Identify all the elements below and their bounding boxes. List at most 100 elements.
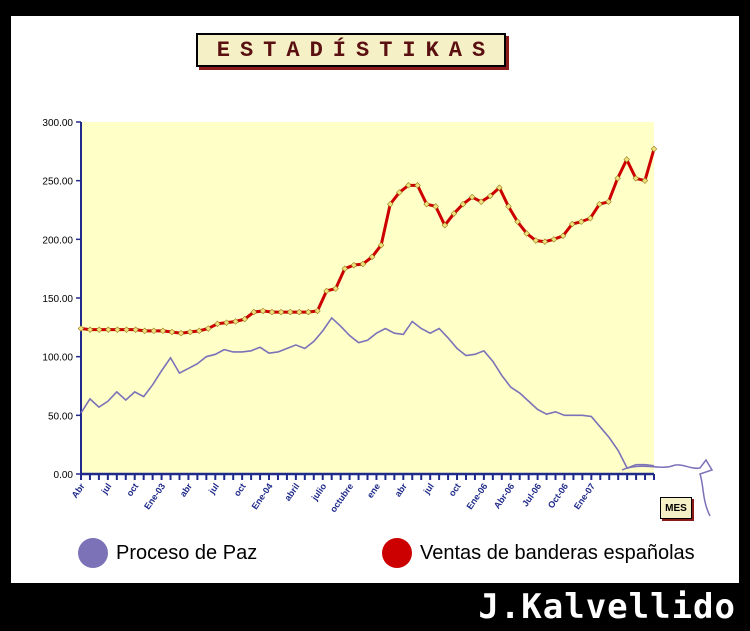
data-point-banderas bbox=[396, 189, 403, 196]
x-tick-label: octubre bbox=[328, 481, 355, 514]
data-point-banderas bbox=[314, 307, 321, 315]
hand-drawn-doodle bbox=[621, 458, 714, 517]
data-point-banderas bbox=[487, 192, 494, 200]
data-point-banderas bbox=[623, 156, 630, 163]
data-point-banderas bbox=[605, 198, 612, 205]
x-tick-label: oct bbox=[232, 481, 248, 498]
data-point-banderas bbox=[596, 200, 603, 208]
data-point-banderas bbox=[177, 330, 185, 337]
data-point-banderas bbox=[296, 308, 303, 316]
data-point-banderas bbox=[114, 326, 121, 333]
x-tick-label: abr bbox=[178, 481, 195, 499]
x-tick-label: julio bbox=[309, 481, 329, 503]
x-tick-label: jul bbox=[421, 481, 436, 496]
data-point-banderas bbox=[632, 175, 639, 182]
x-tick-label: Oct-06 bbox=[546, 481, 570, 510]
x-tick-label: oct bbox=[447, 481, 463, 498]
x-tick-label: Jul-06 bbox=[520, 481, 543, 508]
data-point-banderas bbox=[587, 215, 594, 222]
x-tick-label: Ene-06 bbox=[464, 481, 489, 511]
y-tick-label: 100.00 bbox=[42, 353, 73, 364]
artist-signature: J.Kalvellido bbox=[478, 587, 736, 627]
data-point-banderas bbox=[287, 308, 294, 316]
data-point-banderas bbox=[432, 203, 439, 210]
x-tick-label: Abr-06 bbox=[492, 481, 517, 510]
data-point-banderas bbox=[614, 175, 621, 182]
data-point-banderas bbox=[123, 326, 130, 333]
x-axis-ticks: Abr jul oct Ene-03 abr jul oct Ene-04 abril julio… bbox=[70, 472, 655, 514]
x-tick-label: Abr bbox=[70, 481, 87, 500]
data-point-banderas bbox=[214, 320, 221, 327]
data-point-banderas bbox=[459, 200, 467, 208]
x-tick-label: Ene-07 bbox=[572, 481, 597, 511]
x-tick-label: oct bbox=[124, 481, 140, 498]
data-point-banderas bbox=[305, 308, 312, 316]
data-point-banderas bbox=[441, 222, 448, 229]
data-point-banderas bbox=[196, 327, 203, 335]
data-point-banderas bbox=[205, 325, 212, 332]
data-point-banderas bbox=[132, 326, 139, 333]
data-point-banderas bbox=[241, 315, 248, 323]
data-point-banderas bbox=[387, 200, 394, 208]
x-tick-label: ene bbox=[365, 481, 382, 499]
data-point-banderas bbox=[277, 308, 285, 316]
data-point-banderas bbox=[523, 230, 530, 237]
data-point-banderas bbox=[232, 318, 239, 325]
data-point-banderas bbox=[377, 242, 385, 249]
data-point-banderas bbox=[505, 203, 512, 210]
data-point-banderas bbox=[514, 218, 521, 225]
y-tick-label: 200.00 bbox=[42, 235, 73, 246]
series-ventas-banderas bbox=[77, 145, 658, 337]
x-tick-label: abr bbox=[393, 481, 410, 499]
legend-dot-banderas bbox=[382, 538, 412, 568]
data-point-banderas bbox=[259, 307, 267, 315]
data-point-banderas bbox=[568, 220, 576, 228]
y-tick-label: 300.00 bbox=[42, 118, 73, 129]
legend-label-banderas: Ventas de banderas españolas bbox=[420, 541, 695, 564]
y-tick-label: 50.00 bbox=[48, 411, 73, 422]
chart-title: ESTADÍSTIKAS bbox=[216, 37, 496, 63]
data-point-banderas bbox=[350, 261, 358, 269]
data-point-banderas bbox=[341, 265, 348, 272]
y-tick-label: 0.00 bbox=[54, 470, 74, 481]
data-point-banderas bbox=[141, 327, 148, 335]
data-point-banderas bbox=[541, 238, 549, 245]
series-line-banderas bbox=[80, 148, 656, 335]
data-point-banderas bbox=[650, 145, 658, 153]
legend-label-paz: Proceso de Paz bbox=[116, 541, 258, 564]
series-line-paz bbox=[80, 316, 655, 470]
data-point-banderas bbox=[186, 328, 194, 336]
data-point-banderas bbox=[168, 328, 176, 336]
data-point-banderas bbox=[405, 182, 412, 189]
data-point-banderas bbox=[478, 198, 485, 205]
x-tick-label: jul bbox=[99, 481, 114, 496]
data-point-banderas bbox=[96, 326, 103, 333]
y-axis-ticks: 0.00 50.00 100.00 150.00 200.00 250.00 300.00 bbox=[42, 118, 82, 481]
data-point-banderas bbox=[223, 319, 230, 326]
data-point-banderas bbox=[550, 236, 558, 243]
legend-dot-paz bbox=[78, 538, 108, 568]
data-point-banderas bbox=[250, 308, 257, 316]
data-point-banderas bbox=[159, 327, 167, 335]
data-point-banderas bbox=[559, 232, 567, 239]
data-point-banderas bbox=[77, 325, 85, 332]
data-point-banderas bbox=[359, 260, 367, 268]
data-point-banderas bbox=[578, 218, 585, 225]
data-point-banderas bbox=[532, 237, 539, 244]
legend-item-paz: Proceso de Paz bbox=[78, 538, 257, 568]
chart-title-box: ESTADÍSTIKAS bbox=[196, 33, 506, 67]
x-tick-label: Ene-04 bbox=[250, 481, 275, 511]
data-point-banderas bbox=[423, 200, 430, 208]
x-tick-label: Ene-03 bbox=[142, 481, 167, 511]
data-point-banderas bbox=[150, 327, 157, 335]
series-proceso-de-paz bbox=[80, 316, 655, 470]
data-point-banderas bbox=[496, 184, 503, 191]
x-tick-label: jul bbox=[206, 481, 221, 496]
data-point-banderas bbox=[414, 182, 421, 189]
y-tick-label: 150.00 bbox=[42, 294, 73, 305]
x-axis-unit-label: MES bbox=[660, 497, 692, 519]
data-point-banderas bbox=[641, 177, 649, 184]
plot-background bbox=[81, 122, 654, 474]
x-tick-label: abril bbox=[282, 481, 301, 502]
